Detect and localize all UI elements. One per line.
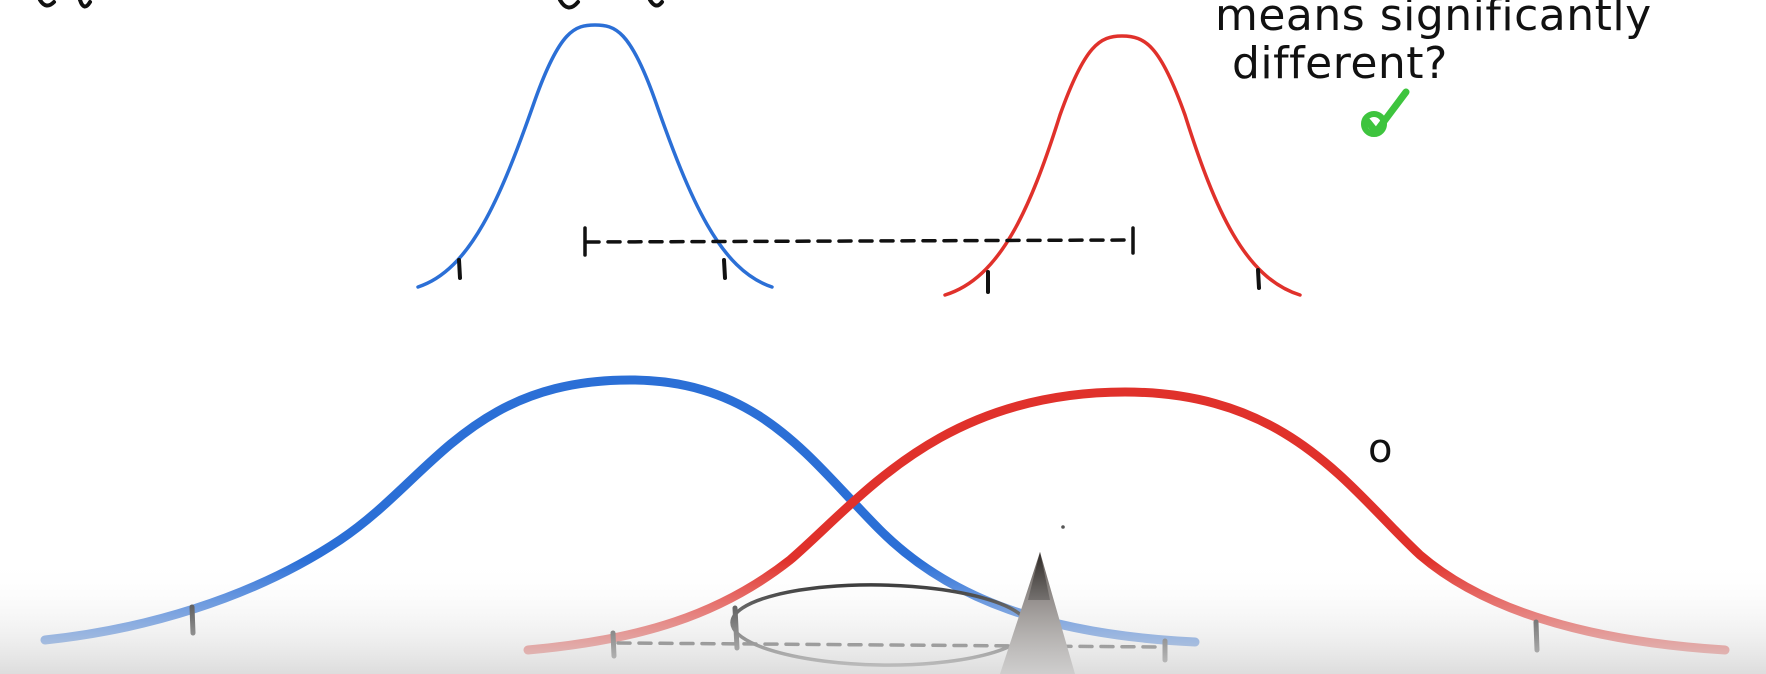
top-red-curve xyxy=(943,34,1302,297)
annotation-line-1: means significantly xyxy=(1215,0,1652,41)
cropped-handwriting-top xyxy=(38,0,664,10)
bottom-fade-overlay xyxy=(0,560,1766,674)
top-mean-difference-bracket xyxy=(583,226,1135,257)
annotation-line-2: different? xyxy=(1232,38,1448,89)
top-blue-curve xyxy=(416,23,774,289)
stray-dot xyxy=(1061,525,1065,529)
small-mark: o xyxy=(1368,426,1392,472)
top-tick-marks xyxy=(457,258,1261,294)
check-icon xyxy=(1361,88,1410,137)
